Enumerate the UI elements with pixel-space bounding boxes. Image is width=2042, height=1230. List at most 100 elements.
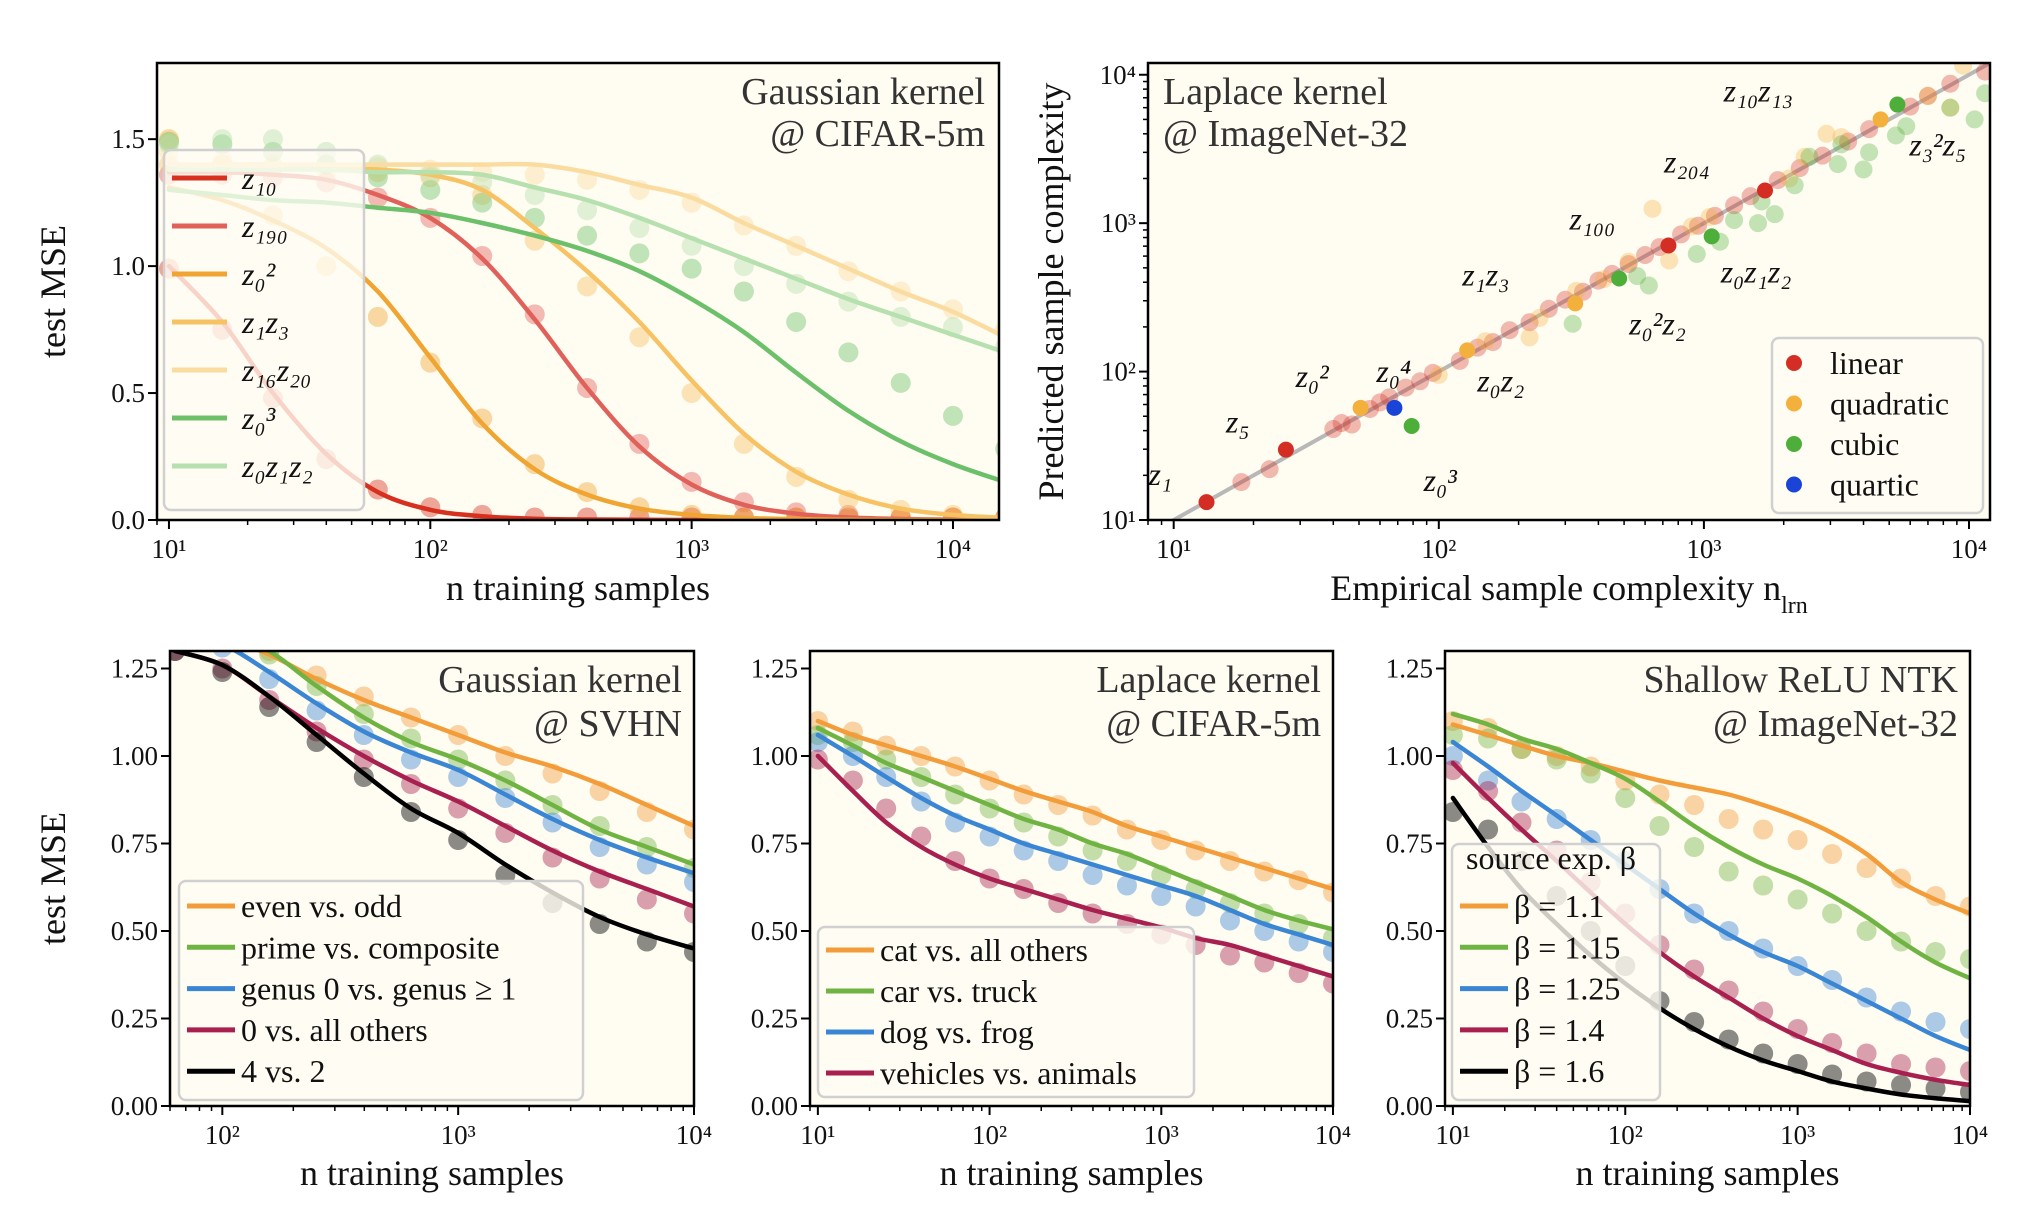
empirical-point <box>165 620 185 640</box>
y-tick-label: 0.25 <box>111 1004 158 1034</box>
legend-item: prime vs. composite <box>187 929 500 965</box>
highlighted-point <box>1567 295 1584 312</box>
y-tick-label: 1.0 <box>111 251 145 281</box>
background-point-linear <box>1520 313 1539 332</box>
legend-item: β = 1.4 <box>1460 1012 1604 1048</box>
y-tick-label: 1.00 <box>111 741 158 771</box>
y-tick-label: 1.25 <box>751 654 798 684</box>
empirical-point <box>472 408 493 429</box>
legend-item: cat vs. all others <box>826 932 1088 968</box>
empirical-point <box>1856 858 1877 878</box>
empirical-point <box>472 192 493 213</box>
background-point-linear <box>1790 159 1809 178</box>
background-point-linear <box>1813 146 1832 165</box>
empirical-point <box>838 342 859 363</box>
point-label: z₀²z₂ <box>1628 305 1686 341</box>
theory-curve <box>264 651 694 867</box>
x-axis-label-text: n training samples <box>940 1153 1204 1193</box>
legend-box <box>1770 336 1985 515</box>
x-axis-label: Empirical sample complexity nlrn <box>1330 568 1808 619</box>
plot-content <box>810 711 1333 994</box>
theory-curve <box>815 718 1333 892</box>
empirical-point <box>786 311 807 332</box>
background-point-quadratic <box>1795 147 1814 166</box>
empirical-point <box>420 179 441 200</box>
background-point-linear <box>1672 225 1691 244</box>
empirical-point <box>1925 1078 1946 1099</box>
background-point-quadratic <box>1682 217 1701 236</box>
background-point-linear <box>1500 321 1519 340</box>
point-label: z₃²z₅ <box>1908 127 1966 163</box>
legend-label: z₁z₃ <box>241 304 289 340</box>
y-tick-label: 0.50 <box>1386 916 1433 946</box>
legend-item: quadratic <box>1786 386 1949 422</box>
empirical-point <box>1822 844 1843 864</box>
background-point-cubic <box>1765 205 1784 224</box>
empirical-point <box>577 276 598 297</box>
background-point-quadratic <box>1780 169 1799 188</box>
background-point-linear <box>1411 372 1430 391</box>
legend-label: genus 0 vs. genus ≥ 1 <box>241 971 516 1007</box>
legend-label: 0 vs. all others <box>241 1012 428 1048</box>
empirical-point <box>1185 896 1206 917</box>
x-axis-label: n training samples <box>1576 1153 1840 1193</box>
y-tick-label: 10⁴ <box>1100 60 1136 90</box>
background-point-linear <box>1688 216 1707 235</box>
empirical-point <box>524 164 545 185</box>
axes-frame <box>168 649 696 1108</box>
point-label: z₀² <box>1295 358 1331 394</box>
legend-label: vehicles vs. animals <box>880 1055 1137 1091</box>
empirical-point <box>684 872 694 892</box>
background-point-quadratic <box>1595 270 1614 289</box>
legend-label: car vs. truck <box>880 973 1037 1009</box>
x-tick-label: 10³ <box>1780 1120 1815 1150</box>
background-point-cubic <box>1897 117 1916 136</box>
panel-title: @ ImageNet-32 <box>1163 113 1408 155</box>
empirical-point <box>1478 770 1499 791</box>
theory-curve <box>231 651 694 876</box>
y-axis-label: test MSE <box>33 225 73 358</box>
legend-marker <box>1786 355 1802 371</box>
highlighted-point <box>1872 111 1889 128</box>
legend-item: dog vs. frog <box>826 1014 1034 1050</box>
y-tick-label: 1.25 <box>111 654 158 684</box>
panel-title: Gaussian kernel <box>741 71 985 113</box>
background-point-cubic <box>1749 214 1768 233</box>
empirical-point <box>1718 861 1739 882</box>
highlighted-point <box>1459 342 1476 359</box>
empirical-point <box>1960 1019 1970 1039</box>
highlighted-point <box>1889 96 1906 113</box>
empirical-point <box>1684 837 1705 857</box>
empirical-point <box>577 225 598 246</box>
x-tick-label: 10³ <box>1144 1120 1179 1150</box>
background-point-cubic <box>1639 276 1658 295</box>
background-point-linear <box>1619 255 1638 274</box>
x-tick-label: 10³ <box>1686 534 1721 564</box>
empirical-point <box>1219 910 1240 931</box>
axes-frame <box>155 61 1001 522</box>
empirical-point <box>212 651 232 658</box>
y-tick-label: 1.00 <box>751 741 798 771</box>
point-label: z₀³ <box>1423 462 1458 498</box>
y-tick-label: 10¹ <box>1101 505 1136 535</box>
theory-curve <box>1450 722 1970 916</box>
empirical-point <box>212 129 233 150</box>
legend-label: β = 1.15 <box>1514 929 1620 965</box>
x-tick-label: 10⁴ <box>676 1120 712 1150</box>
background-point-linear <box>1976 63 1990 81</box>
empirical-point <box>1445 746 1463 766</box>
x-tick-label: 10¹ <box>151 534 186 564</box>
background-point-cubic <box>1800 147 1819 166</box>
x-tick-label: 10³ <box>441 1120 476 1150</box>
empirical-point <box>158 129 179 150</box>
background-point-quadratic <box>1832 128 1851 147</box>
empirical-point <box>1891 1054 1912 1074</box>
legend-item: β = 1.6 <box>1460 1053 1604 1089</box>
legend-item: β = 1.25 <box>1460 971 1620 1007</box>
empirical-point <box>1684 795 1705 815</box>
empirical-point <box>212 620 232 640</box>
empirical-point <box>472 185 493 206</box>
empirical-point <box>1116 875 1137 896</box>
x-axis-label: n training samples <box>300 1153 564 1193</box>
empirical-point <box>1615 788 1636 808</box>
